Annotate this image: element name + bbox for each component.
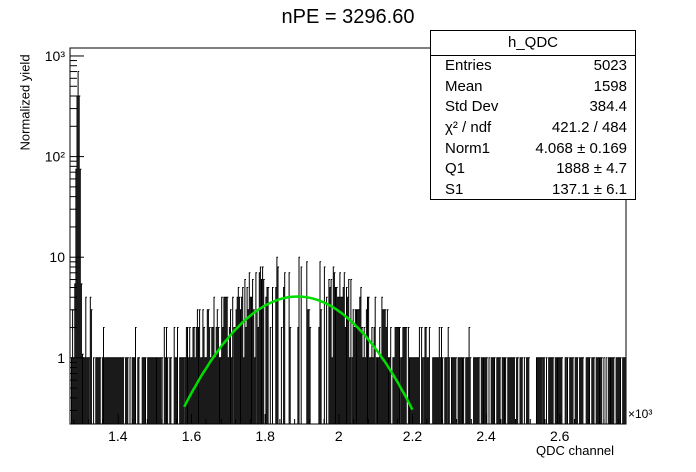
x-tick-label: 2.4 (476, 428, 496, 444)
plot-frame (69, 47, 627, 425)
y-tick-label: 10 (49, 249, 65, 265)
gaussian-fit-curve (182, 295, 414, 411)
stats-row-value: 384.4 (589, 98, 627, 116)
stats-row: S1 137.1 ± 6.1 (431, 180, 635, 201)
x-tick-label: 2.6 (550, 428, 570, 444)
stats-rows: Entries 5023 Mean 1598 Std Dev 384.4 χ² / ndf 4… (431, 56, 635, 201)
stats-row: Std Dev 384.4 (431, 97, 635, 118)
stats-row: Mean 1598 (431, 77, 635, 98)
y-axis: 1 10 10² 10³ (45, 48, 84, 411)
stats-row: Norm1 4.068 ± 0.169 (431, 139, 635, 160)
stats-row-value: 1888 ± 4.7 (556, 160, 627, 178)
x-tick-label: 2 (335, 428, 343, 444)
y-axis-label: Normalized yield (17, 54, 33, 151)
x-tick-label: 1.4 (108, 428, 128, 444)
stats-row: Q1 1888 ± 4.7 (431, 159, 635, 180)
stats-row-value: 137.1 ± 6.1 (552, 181, 627, 199)
stats-row-label: S1 (445, 181, 464, 199)
stats-row-label: Entries (445, 57, 492, 74)
stats-row-value: 1598 (593, 77, 627, 95)
stats-row-label: Q1 (445, 160, 466, 178)
y-tick-label: 1 (57, 350, 65, 366)
stats-row-label: χ² / ndf (445, 119, 492, 137)
chart-title: nPE = 3296.60 (281, 6, 415, 28)
y-tick-label: 10² (45, 149, 66, 165)
stats-histogram-name: h_QDC (431, 31, 635, 56)
x-tick-label: 1.8 (255, 428, 275, 444)
x-tick-label: 2.2 (403, 428, 423, 444)
stats-row-label: Std Dev (445, 98, 499, 116)
x-axis-exponent: ×10³ (628, 407, 653, 421)
stats-row-label: Norm1 (445, 139, 491, 157)
stats-row: Entries 5023 (431, 56, 635, 77)
x-axis-label: QDC channel (536, 443, 615, 458)
x-tick-label: 1.6 (182, 428, 202, 444)
stats-row-value: 421.2 / 484 (551, 119, 627, 137)
y-tick-label: 10³ (45, 48, 66, 64)
stats-row-value: 5023 (593, 57, 627, 74)
stats-row-label: Mean (445, 77, 483, 95)
x-axis: 1.4 1.6 1.8 2 2.2 2.4 2.6 (73, 414, 620, 444)
stats-row-value: 4.068 ± 0.169 (535, 139, 627, 157)
stats-row: χ² / ndf 421.2 / 484 (431, 118, 635, 139)
stats-box: h_QDC Entries 5023 Mean 1598 Std Dev 384.4 χ² … (430, 30, 636, 200)
